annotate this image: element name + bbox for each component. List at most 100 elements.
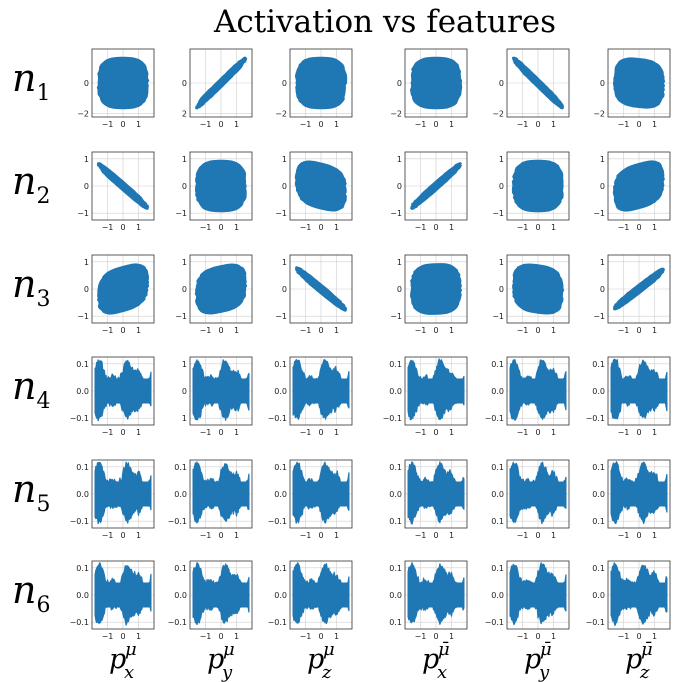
x-tick-label: −1 bbox=[300, 326, 312, 335]
x-tick-label: 0 bbox=[120, 632, 125, 641]
x-tick-label: −1 bbox=[300, 632, 312, 641]
x-tick-label: 0 bbox=[120, 223, 125, 232]
y-tick-label: −2 bbox=[275, 110, 287, 119]
panel-n6-col3: 0.1 0.0 −0.1 −1 0 1 bbox=[268, 560, 353, 641]
activation-region bbox=[610, 461, 668, 525]
activation-region bbox=[194, 159, 247, 213]
x-tick-label: 0 bbox=[318, 120, 323, 129]
axes-frame bbox=[189, 151, 253, 221]
axes-frame bbox=[506, 356, 570, 426]
panel-n2-col5: 1 0 −1 −1 0 1 bbox=[492, 151, 570, 232]
panel-n1-col4: 0 −2 −1 0 1 bbox=[390, 48, 468, 129]
activation-region bbox=[407, 461, 465, 525]
svg-text:μ: μ bbox=[223, 639, 235, 660]
svg-text:p: p bbox=[307, 644, 324, 675]
panel-n5-col2: 0.1 0.0 −0.1 −1 0 1 bbox=[168, 459, 253, 540]
y-tick-label: −0.1 bbox=[268, 414, 287, 423]
y-tick-label: 0.1 bbox=[274, 564, 287, 573]
x-tick-label: 1 bbox=[334, 632, 339, 641]
activation-region bbox=[294, 266, 348, 312]
x-tick-label: −1 bbox=[200, 632, 212, 641]
axes-frame bbox=[91, 48, 155, 118]
svg-text:p: p bbox=[207, 644, 224, 675]
x-tick-label: 1 bbox=[334, 531, 339, 540]
y-tick-label: 0 bbox=[282, 182, 287, 191]
y-tick-label: −1 bbox=[175, 209, 187, 218]
y-tick-label: 1 bbox=[600, 258, 605, 267]
panel-n1-col3: 0 −2 −1 0 1 bbox=[275, 48, 353, 129]
x-tick-label: −1 bbox=[618, 120, 630, 129]
row-label-n4: n4 bbox=[12, 364, 50, 414]
x-tick-label: 0 bbox=[535, 531, 540, 540]
y-tick-label: −1 bbox=[390, 312, 402, 321]
axes-frame bbox=[91, 459, 155, 529]
x-tick-label: 0 bbox=[636, 428, 641, 437]
axes-frame bbox=[607, 356, 671, 426]
axes-frame bbox=[91, 151, 155, 221]
y-tick-label: 0.1 bbox=[389, 564, 402, 573]
axes-frame bbox=[289, 356, 353, 426]
x-tick-label: −1 bbox=[517, 531, 529, 540]
activation-region bbox=[292, 359, 350, 420]
y-tick-label: 0 bbox=[600, 182, 605, 191]
x-tick-label: −1 bbox=[300, 531, 312, 540]
axes-frame bbox=[607, 48, 671, 118]
y-tick-label: −0.1 bbox=[586, 414, 605, 423]
activation-region bbox=[512, 263, 565, 315]
axes-frame bbox=[289, 151, 353, 221]
x-tick-label: 0 bbox=[636, 120, 641, 129]
y-tick-label: 0.0 bbox=[592, 490, 605, 499]
y-tick-label: −1 bbox=[275, 312, 287, 321]
y-tick-label: 0 bbox=[499, 285, 504, 294]
axes-frame bbox=[607, 459, 671, 529]
y-tick-label: 0.1 bbox=[76, 463, 89, 472]
panel-n2-col3: 1 0 −1 −1 0 1 bbox=[275, 151, 353, 232]
axes-frame bbox=[506, 151, 570, 221]
y-tick-label: 0 bbox=[84, 182, 89, 191]
y-tick-label: 0.0 bbox=[274, 387, 287, 396]
y-tick-label: 0.0 bbox=[76, 490, 89, 499]
panel-n3-col6: 1 0 −1 −1 0 1 bbox=[593, 254, 671, 335]
activation-region bbox=[94, 461, 152, 525]
axes-frame bbox=[189, 254, 253, 324]
x-tick-label: −1 bbox=[415, 632, 427, 641]
axes-frame bbox=[404, 356, 468, 426]
activation-region bbox=[292, 562, 350, 625]
x-tick-label: 0 bbox=[535, 632, 540, 641]
svg-text:μ: μ bbox=[125, 639, 137, 660]
x-tick-label: 0 bbox=[535, 326, 540, 335]
activation-region bbox=[195, 56, 248, 110]
x-tick-label: 1 bbox=[234, 428, 239, 437]
panel-n6-col2: 0.1 0.0 −0.1 −1 0 1 bbox=[168, 560, 253, 641]
y-tick-label: −0.1 bbox=[485, 618, 504, 627]
y-tick-label: −0.1 bbox=[70, 618, 89, 627]
y-tick-label: 0.0 bbox=[491, 490, 504, 499]
y-tick-label: 0.1 bbox=[389, 517, 402, 526]
x-tick-label: 1 bbox=[234, 531, 239, 540]
svg-text:p: p bbox=[524, 644, 541, 675]
x-tick-label: −1 bbox=[517, 223, 529, 232]
panel-n6-col1: 0.1 0.0 −0.1 −1 0 1 bbox=[70, 560, 155, 641]
panel-grid: 0−2−1 0 102−1 0 10−2−1 0 10−2−1 0 10−2−1 0 10−2−1 0… bbox=[70, 48, 671, 641]
y-tick-label: 1 bbox=[182, 155, 187, 164]
x-tick-label: −1 bbox=[102, 120, 114, 129]
svg-text:p: p bbox=[109, 644, 126, 675]
y-tick-label: 0.1 bbox=[592, 564, 605, 573]
axes-frame bbox=[189, 48, 253, 118]
svg-text:μ̄: μ̄ bbox=[540, 639, 552, 660]
y-tick-label: 0.1 bbox=[389, 360, 402, 369]
y-tick-label: −1 bbox=[390, 209, 402, 218]
x-tick-label: −1 bbox=[618, 223, 630, 232]
y-tick-label: 0.0 bbox=[76, 591, 89, 600]
row-label-n5: n5 bbox=[12, 467, 50, 517]
y-tick-label: 2 bbox=[182, 110, 187, 119]
column-label-2: pμy bbox=[207, 639, 235, 682]
panel-n1-col1: 0 −2 −1 0 1 bbox=[77, 48, 155, 129]
svg-text:μ̄: μ̄ bbox=[438, 639, 450, 660]
row-label-n2: n2 bbox=[12, 159, 50, 209]
y-tick-label: 1 bbox=[182, 414, 187, 423]
x-tick-label: −1 bbox=[415, 223, 427, 232]
x-tick-label: 0 bbox=[318, 632, 323, 641]
y-tick-label: −2 bbox=[77, 110, 89, 119]
y-tick-label: 1 bbox=[84, 258, 89, 267]
